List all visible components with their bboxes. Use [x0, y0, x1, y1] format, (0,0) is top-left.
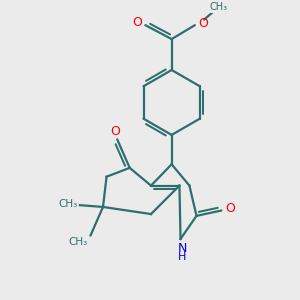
- Text: CH₃: CH₃: [69, 237, 88, 247]
- Text: CH₃: CH₃: [210, 2, 228, 12]
- Text: CH₃: CH₃: [58, 199, 77, 208]
- Text: O: O: [132, 16, 142, 29]
- Text: H: H: [178, 252, 186, 262]
- Text: N: N: [177, 242, 187, 255]
- Text: O: O: [111, 125, 121, 138]
- Text: O: O: [199, 17, 208, 30]
- Text: O: O: [225, 202, 235, 214]
